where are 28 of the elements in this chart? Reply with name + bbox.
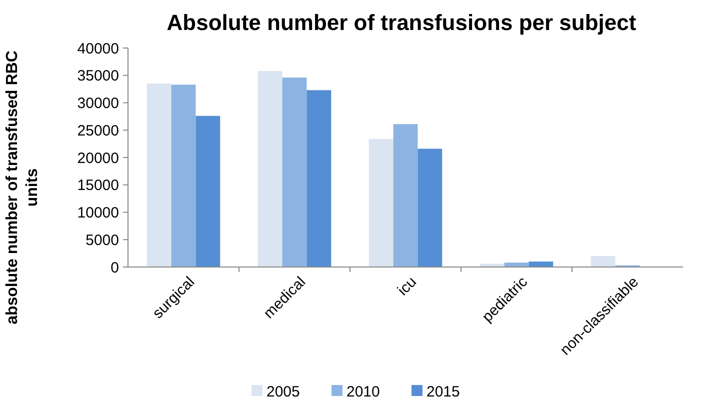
y-tick-label: 20000: [77, 150, 119, 167]
y-tick-label: 35000: [77, 68, 119, 85]
y-tick-label: 25000: [77, 122, 119, 140]
bar: [171, 84, 196, 267]
bar: [282, 78, 307, 267]
bar: [480, 264, 504, 267]
chart-title: Absolute number of transfusions per subject: [166, 10, 637, 35]
legend-label: 2005: [266, 383, 300, 400]
y-tick-label: 40000: [77, 40, 119, 58]
y-tick-label: 15000: [77, 177, 119, 194]
bar: [306, 90, 332, 267]
bar: [504, 262, 529, 267]
legend-label: 2015: [426, 383, 460, 400]
bar: [368, 138, 394, 267]
bar: [393, 124, 418, 267]
y-tick-label: 30000: [77, 95, 119, 112]
y-tick-label: 10000: [77, 204, 119, 222]
y-tick-label: 0: [110, 259, 119, 276]
legend-label: 2010: [346, 383, 380, 400]
y-axis-title: absolute number of transfused RBC units: [4, 50, 42, 324]
x-tick-label: icu: [394, 274, 420, 300]
bar: [146, 84, 172, 267]
bar: [258, 70, 282, 267]
bar: [196, 116, 220, 267]
bar: [528, 262, 554, 267]
bar: [590, 256, 616, 267]
y-tick-label: 5000: [86, 232, 119, 249]
bar: [418, 148, 442, 267]
